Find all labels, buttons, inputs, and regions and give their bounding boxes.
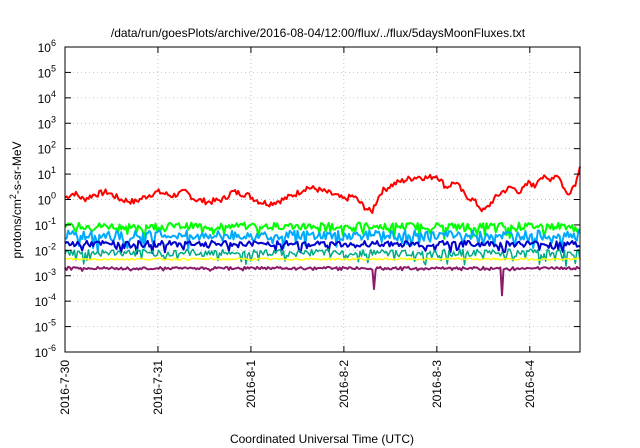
y-tick-label: 10-4 xyxy=(35,292,56,309)
series-line-3 xyxy=(64,239,581,255)
y-tick-label: 100 xyxy=(38,191,56,208)
y-tick-label: 104 xyxy=(38,89,56,106)
y-tick-label: 102 xyxy=(38,140,56,157)
y-tick-label: 10-2 xyxy=(35,241,56,258)
x-tick-label: 2016-8-2 xyxy=(337,360,351,408)
series-line-0 xyxy=(64,166,581,214)
y-tick-label: 106 xyxy=(38,38,56,55)
series-line-1 xyxy=(64,221,581,240)
data-series-group xyxy=(64,166,581,297)
y-axis-label: protons/cm2-s-sr-MeV xyxy=(8,141,24,258)
x-axis: 2016-7-30 2016-7-31 2016-8-1 2016-8-2 2016-8… xyxy=(58,47,537,415)
x-axis-label: Coordinated Universal Time (UTC) xyxy=(230,432,414,446)
series-line-6 xyxy=(64,265,581,297)
x-tick-label: 2016-7-30 xyxy=(58,360,72,415)
y-tick-label: 105 xyxy=(38,63,56,80)
y-tick-label: 103 xyxy=(38,114,56,131)
x-tick-label: 2016-8-4 xyxy=(523,360,537,408)
y-axis: 10-6 10-5 10-4 10-3 10-2 10-1 100 101 102 103 104 1… xyxy=(35,38,580,360)
y-tick-label: 101 xyxy=(38,165,56,182)
chart-title: /data/run/goesPlots/archive/2016-08-04/1… xyxy=(111,26,526,40)
y-tick-label: 10-1 xyxy=(35,216,56,233)
series-line-4 xyxy=(64,248,581,267)
y-tick-label: 10-5 xyxy=(35,318,56,335)
y-tick-label: 10-6 xyxy=(35,343,56,360)
y-tick-label: 10-3 xyxy=(35,267,56,284)
x-tick-label: 2016-8-1 xyxy=(244,360,258,408)
x-tick-label: 2016-7-31 xyxy=(151,360,165,415)
series-line-5 xyxy=(64,257,581,261)
x-tick-label: 2016-8-3 xyxy=(430,360,444,408)
